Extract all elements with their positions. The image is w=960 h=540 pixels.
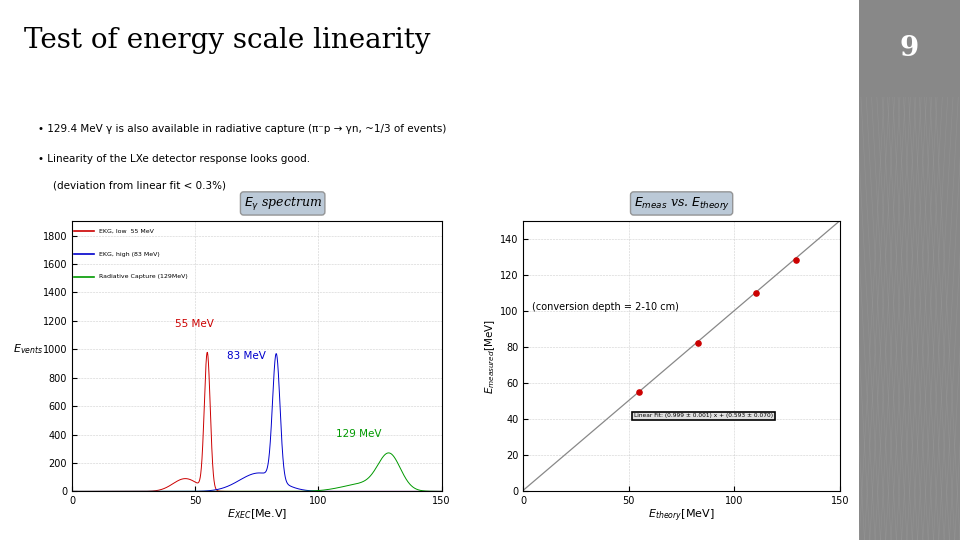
Text: (deviation from linear fit < 0.3%): (deviation from linear fit < 0.3%) xyxy=(53,181,226,191)
Text: • 129.4 MeV γ is also available in radiative capture (π⁻p → γn, ~1/3 of events): • 129.4 MeV γ is also available in radia… xyxy=(38,124,446,134)
Text: 83 MeV: 83 MeV xyxy=(228,351,266,361)
Text: • Linearity of the LXe detector response looks good.: • Linearity of the LXe detector response… xyxy=(38,154,310,164)
Point xyxy=(690,339,706,347)
Text: $E_{meas}$ vs. $E_{theory}$: $E_{meas}$ vs. $E_{theory}$ xyxy=(634,195,730,212)
Text: $E_{\gamma}$ spectrum: $E_{\gamma}$ spectrum xyxy=(244,195,322,212)
Text: 129 MeV: 129 MeV xyxy=(336,429,381,440)
Text: Radiative Capture (129MeV): Radiative Capture (129MeV) xyxy=(99,274,188,279)
Text: (conversion depth = 2-10 cm): (conversion depth = 2-10 cm) xyxy=(532,302,679,313)
Text: Test of energy scale linearity: Test of energy scale linearity xyxy=(24,27,430,54)
Text: Linear Fit: (0.999 ± 0.001) x + (0.593 ± 0.070): Linear Fit: (0.999 ± 0.001) x + (0.593 ±… xyxy=(635,413,774,418)
Point xyxy=(632,387,647,396)
X-axis label: $E_{theory}$[MeV]: $E_{theory}$[MeV] xyxy=(648,508,715,524)
Text: EKG, high (83 MeV): EKG, high (83 MeV) xyxy=(99,252,160,256)
X-axis label: $E_{XEC}$[Me.V]: $E_{XEC}$[Me.V] xyxy=(227,508,287,522)
Point xyxy=(748,288,763,297)
Text: 55 MeV: 55 MeV xyxy=(176,319,214,328)
Y-axis label: $E_{measured}$[MeV]: $E_{measured}$[MeV] xyxy=(483,319,497,394)
Y-axis label: $E_{vents}$: $E_{vents}$ xyxy=(12,342,43,356)
Text: 9: 9 xyxy=(900,35,920,62)
Point xyxy=(789,255,804,264)
Text: EKG, low  55 MeV: EKG, low 55 MeV xyxy=(99,229,154,234)
